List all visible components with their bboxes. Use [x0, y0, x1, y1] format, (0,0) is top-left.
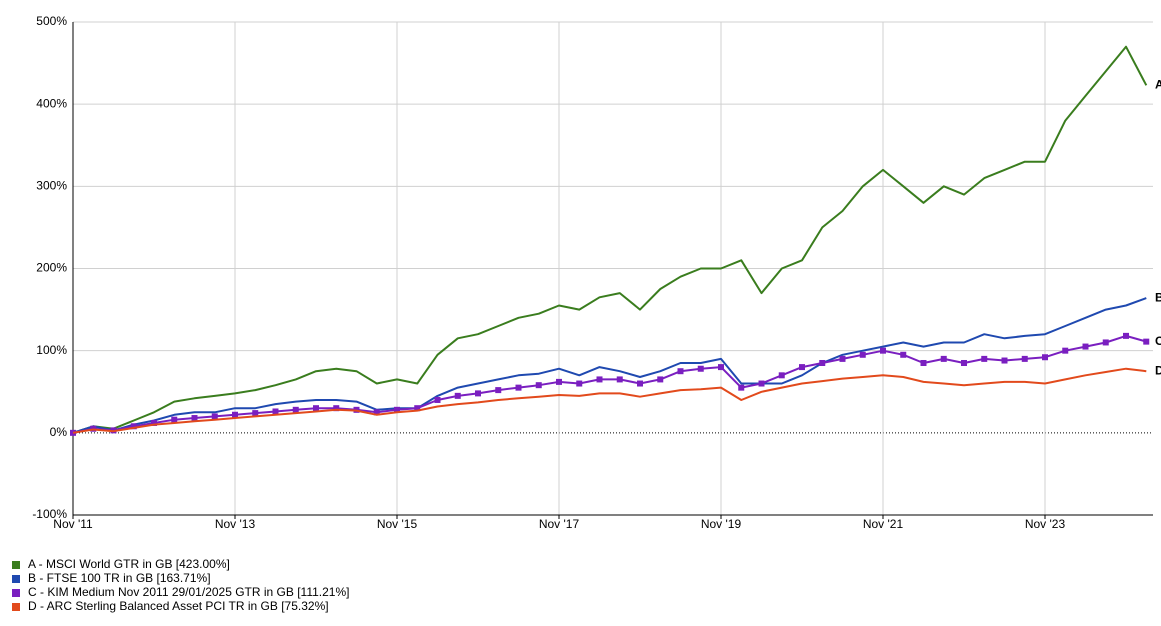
series-marker — [758, 380, 765, 387]
series-marker — [495, 387, 502, 394]
series-marker — [839, 355, 846, 362]
series-marker — [819, 359, 826, 366]
series-marker — [657, 376, 664, 383]
series-marker — [1143, 338, 1150, 345]
series-marker — [738, 384, 745, 391]
series-marker — [373, 409, 380, 416]
series-marker — [940, 355, 947, 362]
series-marker — [475, 390, 481, 397]
series-marker — [576, 380, 583, 387]
series-marker — [961, 359, 967, 366]
series-marker — [191, 415, 198, 422]
series-marker — [1062, 347, 1069, 354]
series-marker — [596, 376, 603, 383]
series-marker — [981, 355, 988, 362]
series-marker — [151, 419, 157, 426]
series-marker — [535, 382, 542, 389]
y-tick-label: -100% — [32, 507, 67, 521]
series-marker — [414, 405, 421, 412]
series-marker — [434, 396, 441, 403]
y-tick-label: 0% — [50, 425, 68, 439]
end-label: C — [1155, 334, 1161, 348]
series-marker — [900, 351, 907, 358]
series-marker — [171, 416, 178, 423]
y-tick-label: 200% — [36, 261, 67, 275]
series-marker — [1001, 357, 1008, 364]
legend-label: D - ARC Sterling Balanced Asset PCI TR i… — [28, 599, 329, 613]
series-marker — [130, 423, 137, 430]
legend-label: B - FTSE 100 TR in GB [163.71%] — [28, 571, 211, 585]
series-marker — [697, 365, 704, 372]
series-marker — [232, 411, 238, 418]
series-marker — [454, 392, 461, 399]
legend-swatch — [12, 575, 20, 583]
series-marker — [1082, 343, 1089, 350]
end-label: D — [1155, 363, 1161, 377]
end-label: B — [1155, 290, 1161, 304]
y-tick-label: 500% — [36, 14, 67, 28]
series-marker — [394, 406, 400, 413]
series-line — [72, 367, 1147, 434]
end-label: A — [1155, 77, 1161, 91]
series-marker — [859, 351, 866, 358]
series-marker — [556, 378, 562, 385]
series-marker — [637, 380, 643, 387]
series-marker — [333, 405, 340, 412]
series-marker — [1021, 355, 1028, 362]
series-marker — [920, 359, 927, 366]
series-line — [72, 45, 1148, 434]
y-tick-label: 300% — [36, 179, 67, 193]
x-tick-label: Nov '13 — [215, 517, 256, 531]
series-marker — [880, 347, 886, 354]
series-marker — [211, 413, 218, 420]
x-tick-label: Nov '19 — [701, 517, 742, 531]
series-marker — [799, 364, 805, 371]
series-line — [72, 334, 1147, 434]
series-marker — [515, 384, 522, 391]
series-marker — [778, 372, 785, 379]
x-tick-label: Nov '17 — [539, 517, 580, 531]
series-marker — [292, 406, 299, 413]
series-marker — [70, 429, 76, 436]
series-marker — [1123, 332, 1129, 339]
y-tick-label: 100% — [36, 343, 67, 357]
series-marker — [252, 410, 259, 417]
legend-label: C - KIM Medium Nov 2011 29/01/2025 GTR i… — [28, 585, 350, 599]
series-marker — [313, 405, 319, 412]
series-marker — [616, 376, 623, 383]
series-marker — [1042, 354, 1048, 361]
x-tick-label: Nov '21 — [863, 517, 904, 531]
legend-swatch — [12, 589, 20, 597]
x-tick-label: Nov '23 — [1025, 517, 1066, 531]
x-tick-label: Nov '11 — [53, 517, 93, 531]
x-tick-label: Nov '15 — [377, 517, 418, 531]
series-line — [72, 297, 1147, 434]
series-marker — [718, 364, 724, 371]
legend-swatch — [12, 603, 20, 611]
legend-label: A - MSCI World GTR in GB [423.00%] — [28, 557, 230, 571]
series-marker — [677, 368, 684, 375]
y-tick-label: 400% — [36, 96, 67, 110]
series-marker — [1102, 339, 1109, 346]
series-marker — [272, 408, 279, 415]
legend-swatch — [12, 561, 20, 569]
